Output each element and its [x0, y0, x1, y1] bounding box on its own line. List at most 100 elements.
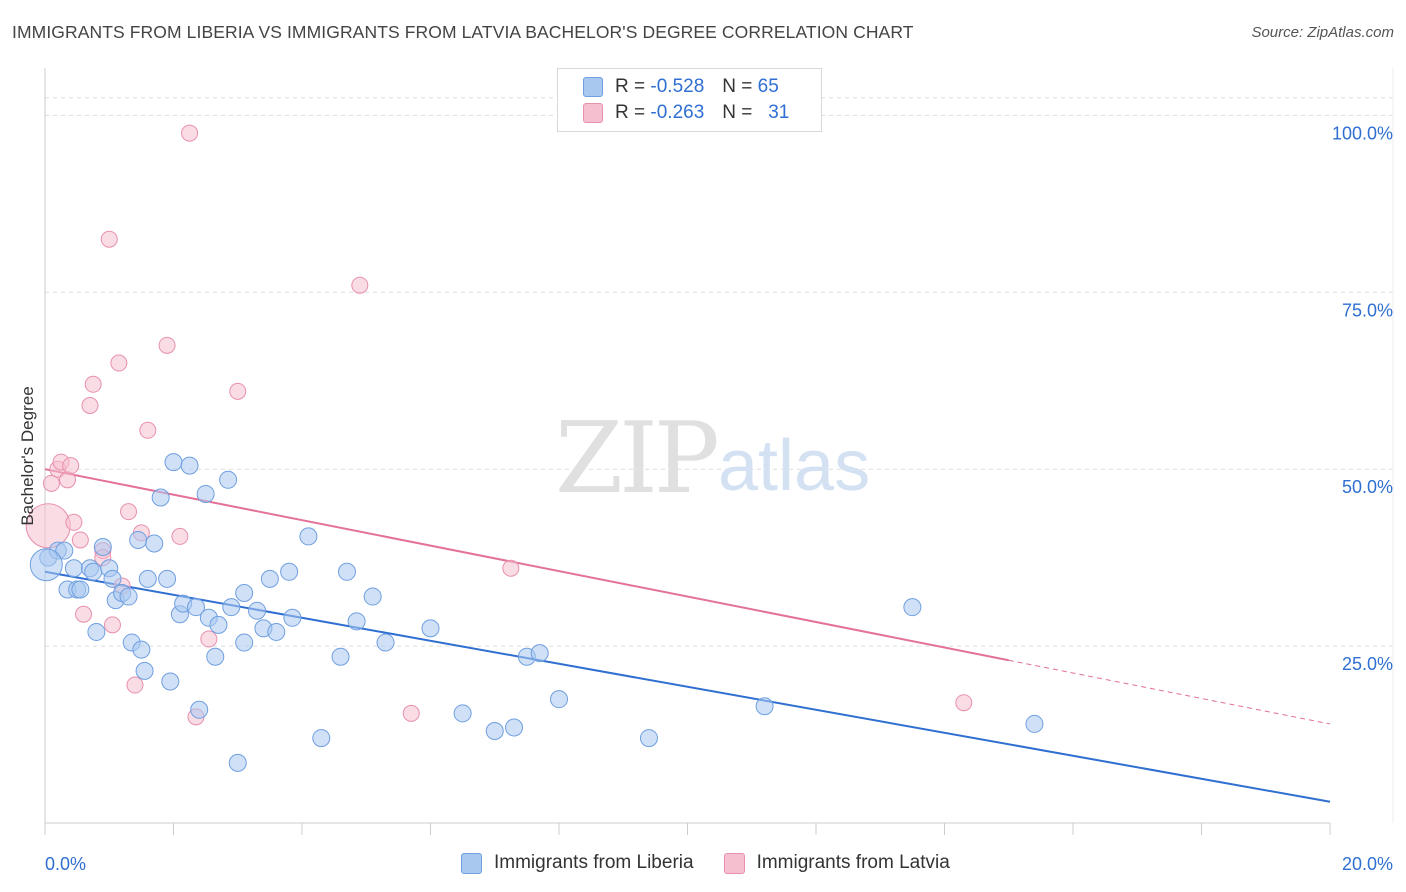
- point-liberia: [453, 704, 472, 723]
- point-liberia: [145, 534, 164, 553]
- point-liberia: [530, 644, 549, 663]
- n-value-latvia: 31: [768, 102, 790, 123]
- point-liberia: [639, 729, 658, 748]
- point-liberia: [87, 622, 106, 641]
- point-liberia: [755, 697, 774, 716]
- y-tick-label: 75.0%: [1342, 300, 1393, 320]
- legend-item-latvia[interactable]: Immigrants from Latvia: [723, 852, 950, 874]
- point-liberia: [228, 753, 247, 772]
- liberia-legend-swatch: [461, 852, 482, 874]
- point-liberia: [119, 587, 138, 606]
- watermark-zip: ZIP: [555, 402, 717, 516]
- legend-row-latvia: R = -0.263 N = 31: [583, 100, 789, 126]
- trendline-latvia-extension: [1008, 659, 1331, 725]
- point-liberia: [1025, 714, 1044, 733]
- point-liberia: [71, 580, 90, 599]
- point-latvia: [181, 124, 199, 142]
- point-liberia: [260, 569, 279, 588]
- point-latvia: [955, 694, 973, 712]
- y-axis-label: Bachelor's Degree: [18, 386, 37, 526]
- r-label: R =: [615, 102, 646, 123]
- point-liberia: [209, 615, 228, 634]
- point-liberia: [206, 647, 225, 666]
- legend-item-liberia[interactable]: Immigrants from Liberia: [461, 852, 694, 874]
- point-latvia: [84, 375, 102, 393]
- point-latvia: [402, 704, 420, 722]
- point-liberia: [55, 541, 74, 560]
- point-liberia: [280, 562, 299, 581]
- point-latvia: [103, 616, 121, 634]
- point-latvia: [120, 503, 138, 521]
- point-latvia: [58, 471, 76, 489]
- y-tick-label: 25.0%: [1342, 654, 1393, 674]
- r-value-liberia: -0.528: [650, 76, 705, 97]
- point-liberia: [903, 598, 922, 617]
- x-tick-label: 20.0%: [1342, 854, 1393, 874]
- point-liberia: [84, 562, 103, 581]
- point-latvia: [229, 382, 247, 400]
- point-liberia: [331, 647, 350, 666]
- point-latvia: [171, 527, 189, 545]
- point-liberia: [363, 587, 382, 606]
- point-liberia: [337, 562, 356, 581]
- point-liberia: [29, 548, 63, 582]
- grid-layer: [45, 97, 1393, 647]
- point-liberia: [219, 470, 238, 489]
- y-tick-label: 50.0%: [1342, 477, 1393, 497]
- point-liberia: [283, 608, 302, 627]
- chart-title: IMMIGRANTS FROM LIBERIA VS IMMIGRANTS FR…: [12, 22, 914, 42]
- point-liberia: [248, 601, 267, 620]
- point-liberia: [299, 527, 318, 546]
- points-layer: [25, 124, 1044, 772]
- point-latvia: [110, 354, 128, 372]
- stats-legend: R = -0.528 N = 65 R = -0.263 N = 31: [557, 68, 822, 132]
- point-latvia: [71, 531, 89, 549]
- n-label: N =: [722, 102, 753, 123]
- point-latvia: [351, 276, 369, 294]
- point-latvia: [62, 457, 80, 475]
- point-latvia: [502, 559, 520, 577]
- source-label: Source: ZipAtlas.com: [1251, 24, 1394, 41]
- series-legend: Immigrants from Liberia Immigrants from …: [461, 852, 980, 874]
- point-liberia: [190, 700, 209, 719]
- legend-row-liberia: R = -0.528 N = 65: [583, 74, 779, 100]
- watermark-atlas: atlas: [718, 426, 870, 506]
- point-liberia: [93, 538, 112, 557]
- point-latvia: [75, 605, 93, 623]
- n-value-liberia: 65: [757, 76, 779, 97]
- point-liberia: [421, 619, 440, 638]
- point-liberia: [129, 530, 148, 549]
- point-latvia: [42, 474, 60, 492]
- point-liberia: [103, 569, 122, 588]
- liberia-swatch: [583, 77, 603, 97]
- point-latvia: [139, 421, 157, 439]
- y-tick-label: 100.0%: [1332, 123, 1393, 143]
- legend-label-liberia: Immigrants from Liberia: [494, 852, 694, 873]
- point-latvia: [158, 336, 176, 354]
- point-liberia: [347, 612, 366, 631]
- point-liberia: [505, 718, 524, 737]
- point-liberia: [186, 598, 205, 617]
- point-liberia: [164, 453, 183, 472]
- latvia-swatch: [583, 103, 603, 123]
- point-liberia: [64, 559, 83, 578]
- r-value-latvia: -0.263: [650, 102, 705, 123]
- point-liberia: [135, 661, 154, 680]
- point-liberia: [235, 584, 254, 603]
- n-label: N =: [722, 76, 753, 97]
- point-latvia: [200, 630, 218, 648]
- point-liberia: [222, 598, 241, 617]
- point-liberia: [180, 456, 199, 475]
- point-liberia: [550, 690, 568, 709]
- watermark: ZIP atlas: [555, 402, 870, 516]
- trend-layer: [44, 468, 1331, 803]
- point-latvia: [126, 676, 144, 694]
- point-latvia: [100, 230, 118, 248]
- x-tick-label: 0.0%: [45, 854, 86, 874]
- point-latvia: [81, 397, 99, 415]
- point-liberia: [312, 729, 331, 748]
- point-liberia: [151, 488, 170, 507]
- latvia-legend-swatch: [723, 852, 745, 874]
- point-liberia: [485, 722, 504, 741]
